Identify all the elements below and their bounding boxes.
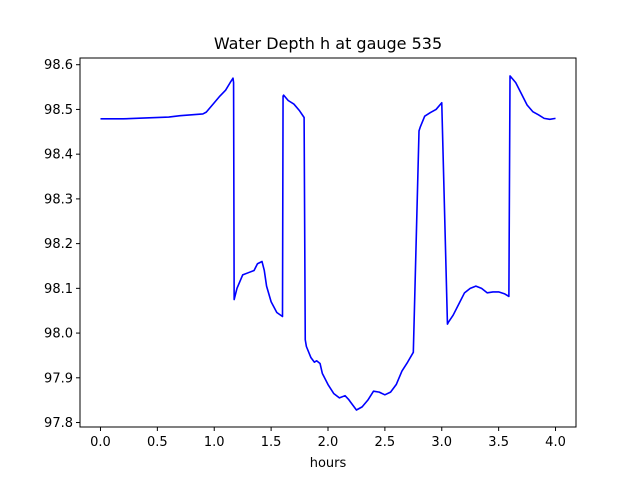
y-tick-label: 97.8 [44,416,73,431]
x-tick-label: 3.0 [431,435,452,450]
x-tick-label: 0.0 [90,435,111,450]
y-tick-label: 98.0 [44,327,73,342]
plot-frame [79,57,577,428]
x-tick-label: 4.0 [545,435,566,450]
y-tick-label: 98.6 [44,58,73,73]
x-axis-title: hours [310,456,347,471]
y-axis: 97.8 97.9 98.0 98.1 98.2 98.3 98.4 98.5 98.6 [44,58,80,431]
x-tick-label: 3.5 [488,435,509,450]
series-line-0 [100,75,556,411]
y-tick-label: 98.3 [44,192,73,207]
x-axis: 0.0 0.5 1.0 1.5 2.0 2.5 3.0 3.5 4.0 [90,427,566,450]
y-tick-label: 98.5 [44,103,73,118]
y-tick-label: 98.2 [44,237,73,252]
x-tick-label: 2.5 [375,435,396,450]
chart-title: Water Depth h at gauge 535 [214,34,442,53]
x-tick-label: 2.0 [318,435,339,450]
x-tick-label: 0.5 [147,435,168,450]
y-tick-label: 98.4 [44,148,73,163]
plot-area [79,57,577,428]
y-tick-label: 98.1 [44,282,73,297]
y-tick-label: 97.9 [44,371,73,386]
x-tick-label: 1.0 [204,435,225,450]
x-tick-label: 1.5 [261,435,282,450]
